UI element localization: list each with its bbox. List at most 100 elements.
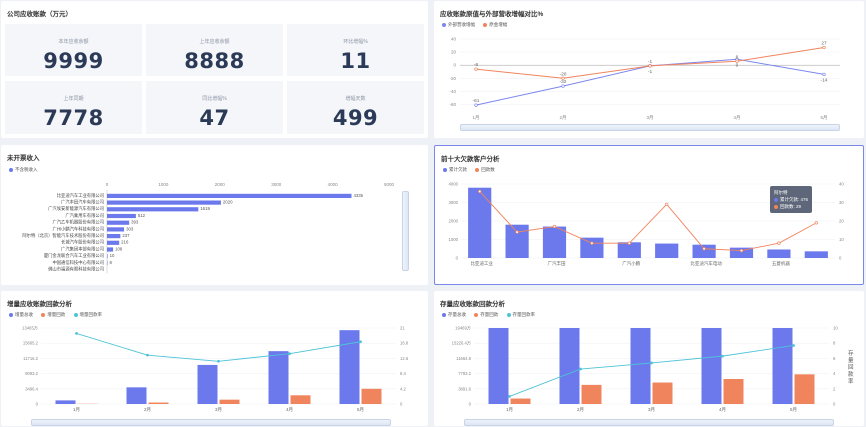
bar-label: 393 — [131, 220, 139, 225]
kpi-value: 47 — [199, 106, 230, 130]
legend-item[interactable]: 回款数 — [475, 167, 495, 172]
x-tick-label: 3月 — [646, 115, 653, 121]
y-tick-label: 1000 — [448, 237, 458, 242]
bar — [804, 251, 828, 258]
data-point — [590, 241, 594, 245]
x-tick-label: 5月 — [357, 407, 364, 413]
new-analysis-chart[interactable]: 0 3496.4 8093.2 11716.2 15665.2 13465万 0 4.2 8.4… — [1, 291, 428, 426]
kpi-card-yoy-growth[interactable]: 同比增幅% 47 — [146, 81, 283, 134]
bar-label: 8 — [109, 260, 112, 265]
y-tick-label: 0 — [456, 256, 459, 261]
new-analysis-title: 增量应收账款回款分析 — [7, 301, 72, 308]
data-point — [474, 103, 478, 107]
top10-chart[interactable]: 0 1000 2000 3000 4000 0 10 20 30 40 比亚迪工业 广汽丰田 广汽小鹏 比… — [435, 146, 864, 285]
bar — [107, 240, 120, 245]
legend-item[interactable]: 原金增幅 — [483, 22, 507, 27]
legend-item[interactable]: 增量回款 — [41, 312, 65, 317]
x-tick-label: 广汽丰田 — [548, 260, 566, 267]
data-point — [508, 395, 511, 398]
data-point — [478, 189, 482, 194]
y2-tick-label: 2 — [833, 386, 836, 391]
bar — [148, 402, 169, 404]
kpi-title: 公司应收账款（万元） — [7, 11, 72, 18]
legend-item[interactable]: 增量总收 — [9, 312, 33, 317]
y2-tick-label: 10 — [839, 237, 844, 242]
kpi-card-last-year-balance[interactable]: 上年应收余额 8888 — [146, 24, 283, 76]
bar — [290, 395, 311, 404]
bar — [772, 328, 793, 404]
legend-dot-icon — [73, 312, 78, 317]
new-analysis-panel: 增量应收账款回款分析 增量总收 增量回款 增量回款率 0 3496.4 8093.2… — [1, 291, 428, 426]
growth-zoom-slider[interactable] — [460, 124, 840, 131]
data-label: -32 — [560, 79, 567, 85]
stock-analysis-chart[interactable]: 0 3891.6 7783.2 11664.8 15226.4万 19469万 0 2 4 6 8 1… — [434, 291, 864, 426]
category-label: 广汽集团本部有限公司 — [61, 245, 104, 252]
bar — [630, 328, 651, 404]
legend-item[interactable]: 存量回款率 — [506, 312, 535, 317]
kpi-panel: 公司应收账款（万元） 本年应收余额 9999 上年应收余额 8888 环比增幅%… — [1, 1, 428, 138]
kpi-card-same-period[interactable]: 上年同期 7778 — [5, 81, 142, 134]
kpi-value: 7778 — [43, 106, 104, 130]
bar — [617, 242, 641, 258]
top10-tooltip: 阿尔特 累计欠款: 476 回款数: 29 — [770, 186, 813, 213]
data-point — [561, 84, 565, 88]
kpi-label: 上年同期 — [63, 96, 84, 102]
category-label: 广汽埃安新能源汽车有限公司 — [48, 205, 104, 212]
legend-label: 回款数 — [481, 167, 495, 172]
data-point — [217, 359, 220, 363]
category-label: 厦门金龙联合汽车工业有限公司 — [44, 252, 104, 259]
bar — [580, 237, 604, 258]
y-tick-label: 8093.2 — [25, 371, 38, 376]
new-analysis-zoom-slider[interactable] — [31, 419, 391, 426]
bar-label: 4335 — [353, 193, 363, 198]
legend-item[interactable]: 外部营收增幅 — [442, 22, 475, 27]
bar — [107, 260, 108, 265]
data-point — [822, 45, 826, 50]
y2-tick-label: 40 — [839, 182, 844, 187]
data-point — [75, 332, 78, 335]
category-label: 广州小鹏汽车科技有限公司 — [52, 225, 104, 232]
y2-tick-label: 12.6 — [400, 356, 409, 361]
data-point — [627, 241, 631, 245]
legend-item[interactable]: 不含税收入 — [9, 167, 38, 172]
data-point — [474, 67, 478, 71]
y-tick-label: -60 — [449, 102, 456, 107]
legend-dot-icon — [774, 197, 778, 202]
legend-dot-icon — [443, 167, 447, 172]
x-tick-label: 5000 — [384, 182, 395, 187]
data-point — [650, 361, 653, 365]
data-point — [561, 76, 565, 80]
unbilled-legend: 不含税收入 — [9, 167, 45, 173]
x-tick-label: 4月 — [719, 407, 726, 413]
x-tick-label: 2月 — [559, 115, 566, 121]
bar-label: 10 — [110, 253, 115, 258]
kpi-label: 上年应收余额 — [199, 39, 230, 45]
stock-analysis-zoom-slider[interactable] — [464, 419, 834, 426]
kpi-card-mom-growth[interactable]: 环比增幅% 11 — [287, 24, 424, 76]
bar-label: 303 — [126, 226, 134, 231]
top10-legend: 累计欠款 回款数 — [443, 167, 502, 173]
data-label: -20 — [560, 71, 567, 77]
bar — [559, 328, 580, 404]
y-tick-label: 0 — [469, 402, 472, 407]
unbilled-title: 未开票收入 — [7, 155, 40, 162]
legend-item[interactable]: 累计欠款 — [443, 167, 467, 172]
category-label: 佛山市福源有限科技有限公司 — [48, 266, 104, 273]
unbilled-zoom-slider[interactable] — [402, 191, 409, 271]
y2-tick-label: 8 — [833, 341, 836, 346]
kpi-card-current-balance[interactable]: 本年应收余额 9999 — [5, 24, 142, 76]
legend-item[interactable]: 增量回款率 — [73, 312, 102, 317]
data-point — [515, 230, 519, 234]
category-label: 长城汽车股份有限公司 — [61, 239, 104, 246]
bar — [767, 249, 791, 258]
data-point — [739, 248, 744, 253]
y2-tick-label: 4.2 — [400, 386, 406, 391]
legend-item[interactable]: 存量总收 — [442, 312, 466, 317]
legend-item[interactable]: 存量回款 — [474, 312, 498, 317]
growth-chart[interactable]: 40 20 0 -20 -40 -60 1月 2月 3月 4月 5月 -61 -32 -1 9 -14 -6 -2… — [434, 1, 864, 138]
unbilled-chart[interactable]: 0 1000 2000 3000 4000 5000 比亚迪汽车工业有限公司 4335 广汽丰田… — [1, 145, 428, 285]
y-tick-label: 15665.2 — [23, 341, 39, 346]
kpi-card-growth-days[interactable]: 增幅天数 499 — [287, 81, 424, 134]
legend-label: 外部营收增幅 — [448, 22, 475, 27]
y-tick-label: 11716.2 — [23, 356, 38, 361]
